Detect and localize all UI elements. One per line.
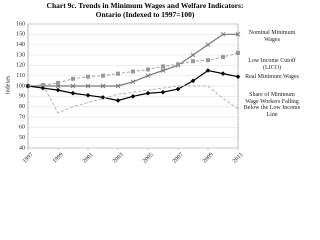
marker [160, 68, 166, 73]
series-label: Share of Minimum Wage Workers Falling Be… [243, 92, 301, 118]
chart: Chart 9c. Trends in Minimum Wages and We… [5, 1, 301, 165]
marker [145, 73, 151, 78]
marker [145, 90, 151, 96]
marker [205, 42, 211, 47]
y-tick-label: 160 [16, 21, 25, 27]
marker [175, 86, 181, 92]
marker [191, 59, 195, 64]
y-tick-label: 90 [19, 94, 25, 100]
x-tick-label: 1997 [22, 152, 35, 165]
marker [86, 74, 90, 79]
marker [190, 78, 196, 84]
x-tick-label: 2001 [82, 152, 95, 165]
y-tick-label: 120 [16, 63, 25, 69]
x-tick-label: 2003 [112, 152, 125, 165]
marker [56, 80, 60, 85]
marker [70, 83, 76, 89]
marker [235, 74, 241, 79]
marker [100, 83, 106, 89]
y-tick-label: 130 [16, 52, 25, 58]
series-label: Low Income Cutoff (LICO) [248, 58, 296, 71]
marker [161, 64, 165, 69]
plot: Indexes 40 50 60 70 80 90 100 110 120 130 140 150 16… [5, 21, 245, 165]
series-line [27, 84, 239, 114]
marker [55, 87, 61, 93]
y-tick-label: 110 [16, 73, 25, 79]
y-tick-label: 60 [19, 125, 25, 131]
marker [235, 32, 241, 37]
x-tick-label: 1999 [52, 152, 65, 165]
marker [176, 62, 180, 67]
marker [205, 68, 211, 73]
marker [220, 32, 226, 37]
marker [130, 94, 136, 99]
marker [236, 50, 240, 55]
y-tick-label: 100 [16, 83, 25, 89]
marker [70, 90, 76, 96]
series-label: Real Minimum Wages [245, 74, 299, 80]
y-tick-label: 80 [19, 104, 25, 110]
marker [190, 52, 196, 58]
marker [71, 76, 75, 81]
marker [85, 93, 91, 98]
y-tick-label: 50 [19, 135, 25, 141]
x-tick-label: 2005 [142, 152, 155, 165]
marker [101, 73, 105, 78]
marker [130, 79, 136, 85]
y-tick-label: 140 [16, 42, 25, 48]
series-label: Nominal Minimum Wages [248, 30, 296, 43]
chart-title: Chart 9c. Trends in Minimum Wages and We… [46, 1, 244, 19]
marker [146, 67, 150, 72]
x-tick-label: 2009 [202, 152, 215, 165]
marker [131, 69, 135, 74]
marker [206, 58, 210, 63]
y-axis-label: Indexes [5, 75, 11, 94]
marker [115, 98, 121, 103]
marker [220, 71, 226, 76]
marker [221, 55, 225, 60]
marker [116, 71, 120, 76]
marker [85, 83, 91, 89]
y-tick-label: 70 [19, 114, 25, 120]
marker [115, 83, 121, 89]
x-tick-label: 2011 [232, 152, 245, 165]
y-tick-label: 150 [16, 32, 25, 38]
marker [160, 89, 166, 95]
x-tick-label: 2007 [172, 152, 185, 165]
y-tick-label: 40 [19, 145, 25, 151]
